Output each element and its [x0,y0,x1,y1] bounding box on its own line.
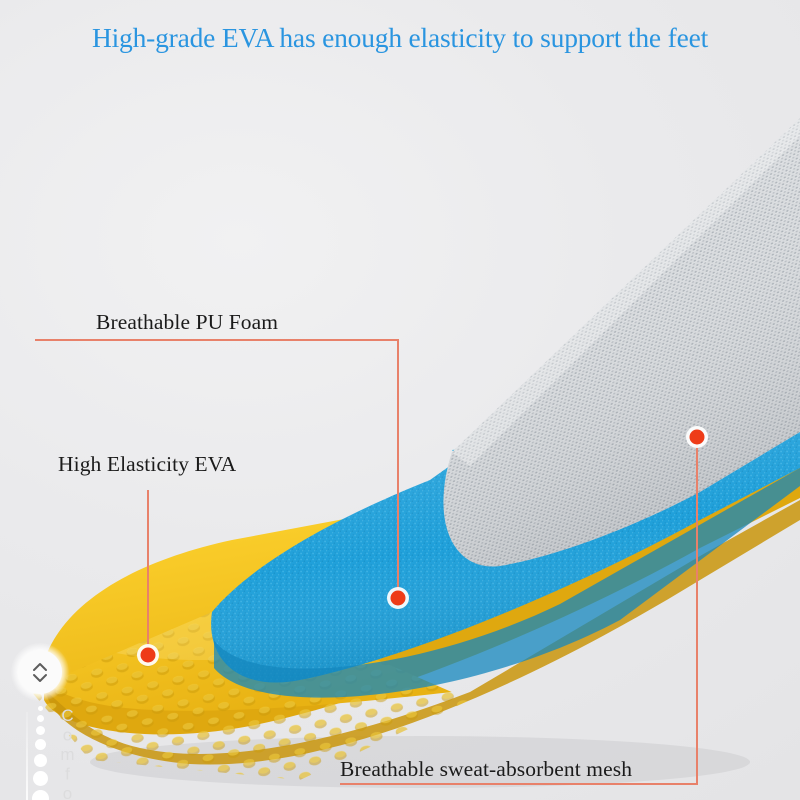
progress-rail [26,712,28,800]
page-title: High-grade EVA has enough elasticity to … [91,22,709,53]
scroll-button-disc [18,650,62,694]
layer-eva-yellow [30,424,800,780]
progress-dot[interactable] [38,706,43,711]
progress-dot[interactable] [36,726,45,735]
scroll-updown-button[interactable] [11,643,69,701]
leader-mesh [340,437,698,785]
layer-pu-foam-blue [211,414,800,698]
marker-mesh[interactable] [686,426,708,448]
vertical-watermark-text: Comfortable [54,706,77,800]
layer-mesh-gray [443,118,800,567]
progress-dot[interactable] [37,715,44,722]
progress-dot-column[interactable] [32,706,49,800]
callout-label-mesh: Breathable sweat-absorbent mesh [340,757,633,781]
marker-pu-foam[interactable] [387,587,409,609]
progress-dot[interactable] [34,754,47,767]
progress-dot[interactable] [35,739,46,750]
callout-label-pu-foam: Breathable PU Foam [96,310,279,334]
chevron-up-down-icon [33,663,47,682]
progress-dot[interactable] [32,790,49,800]
marker-eva[interactable] [137,644,159,666]
callout-label-eva: High Elasticity EVA [58,452,237,476]
progress-dot[interactable] [33,771,48,786]
